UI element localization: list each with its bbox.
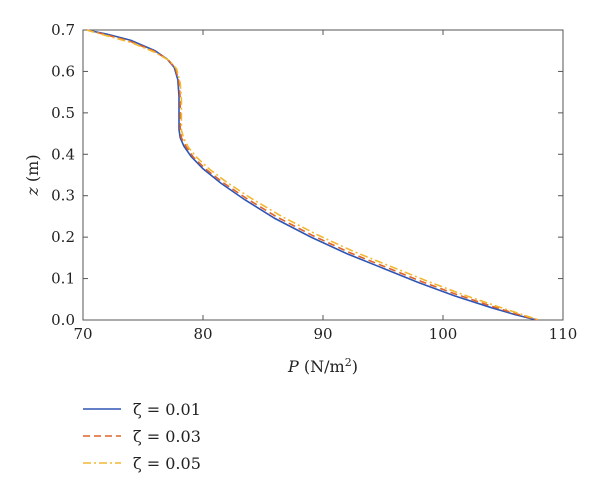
legend: ζ = 0.01 ζ = 0.03 ζ = 0.05	[83, 400, 201, 473]
y-tick-label: 0.5	[51, 104, 75, 122]
y-tick-label: 0.0	[51, 311, 75, 329]
y-tick-label: 0.1	[51, 270, 75, 288]
y-axis-unit: (m)	[23, 154, 42, 187]
x-tick-label: 100	[429, 325, 458, 343]
y-tick-label: 0.7	[51, 21, 75, 39]
x-tick-label: 110	[549, 325, 578, 343]
plot-frame	[82, 29, 564, 321]
series-line-3	[86, 29, 540, 321]
legend-label-3: ζ = 0.05	[133, 454, 201, 473]
x-axis-unit-suffix: )	[352, 357, 358, 376]
series-group	[86, 29, 540, 321]
x-tick-label: 90	[313, 325, 332, 343]
y-axis-label: z (m)	[23, 154, 42, 196]
x-axis-symbol: P	[287, 357, 299, 376]
x-tick-label: 80	[193, 325, 212, 343]
x-axis-unit-exponent: 2	[345, 356, 352, 369]
y-tick-label: 0.2	[51, 228, 75, 246]
series-line-1	[86, 29, 537, 321]
x-tick-label: 70	[73, 325, 92, 343]
ticks-group: 70 80 90 100 110 0.0 0.1 0.2 0.3 0.4 0.5 0.6 0.7	[51, 21, 577, 343]
x-axis-unit-prefix: (N/m	[299, 357, 345, 376]
x-axis-label: P (N/m2)	[287, 356, 358, 377]
y-tick-label: 0.6	[51, 62, 75, 80]
y-axis-symbol: z	[23, 187, 42, 197]
legend-label-1: ζ = 0.01	[133, 400, 201, 419]
y-tick-label: 0.3	[51, 187, 75, 205]
series-line-2	[86, 29, 539, 321]
legend-label-2: ζ = 0.03	[133, 427, 201, 446]
y-tick-label: 0.4	[51, 145, 75, 163]
